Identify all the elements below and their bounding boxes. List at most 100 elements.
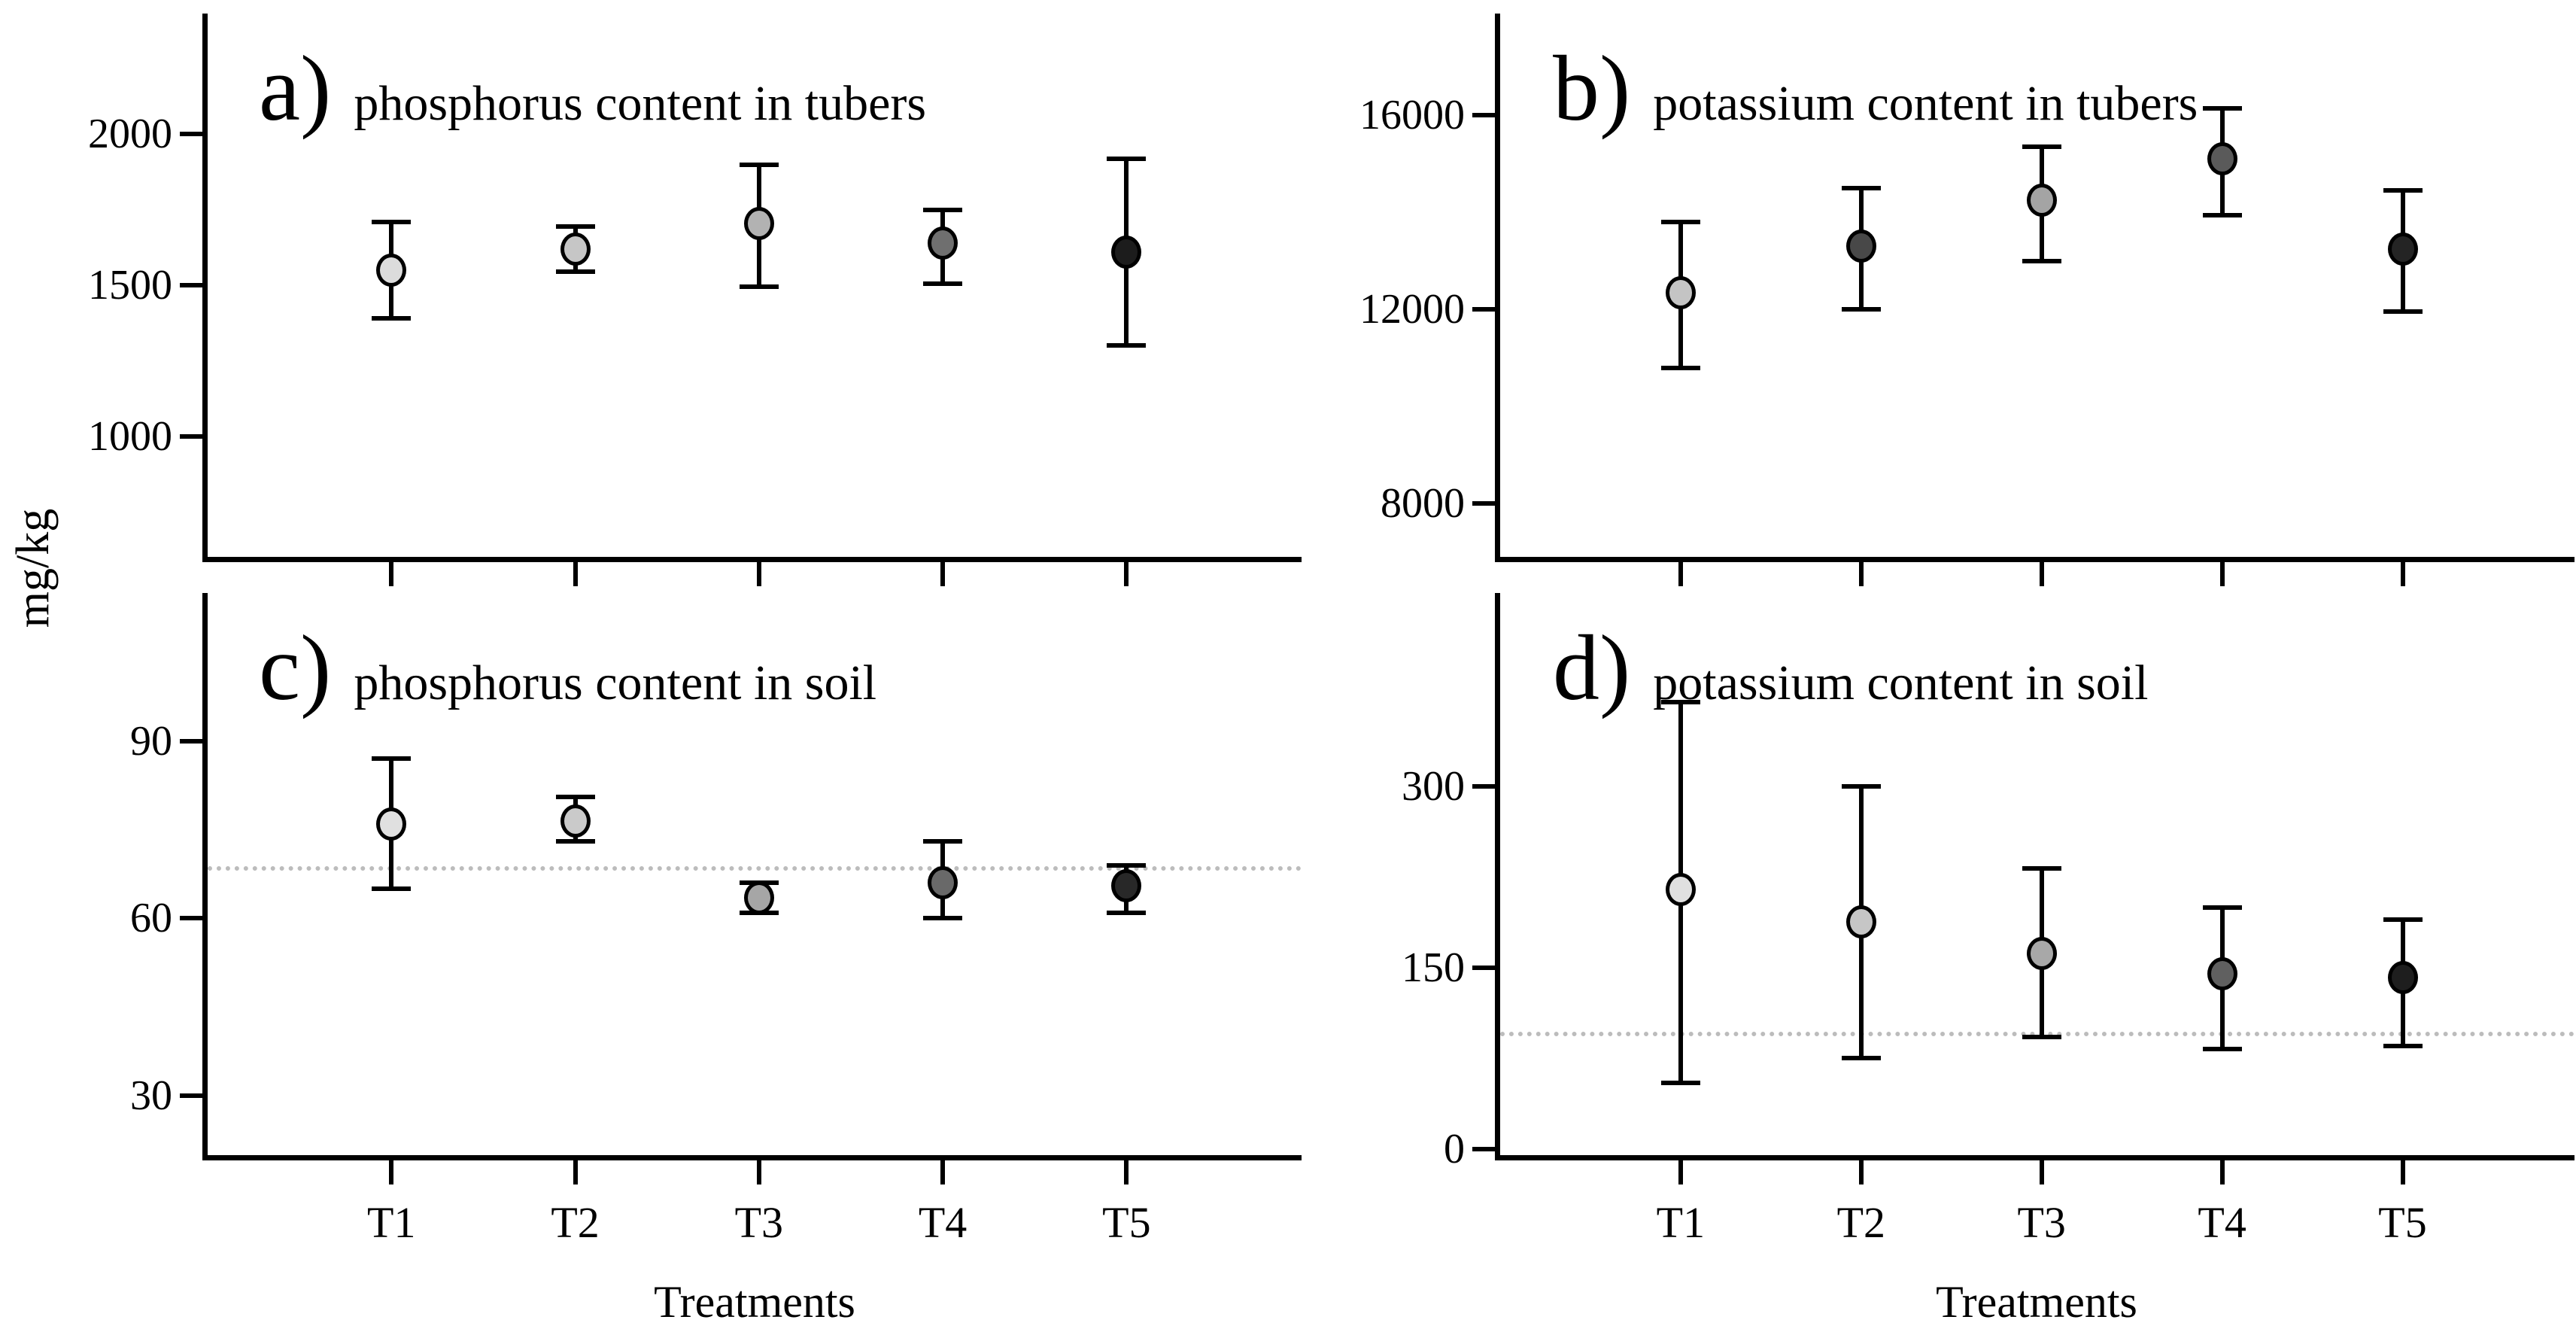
x-axis-label-left: Treatments [491, 1279, 1018, 1324]
data-point-a-T1 [376, 253, 407, 287]
data-point-c-T5 [1111, 869, 1142, 903]
error-cap-bottom-d-T1 [1660, 1080, 1700, 1085]
data-point-b-T3 [2026, 184, 2057, 217]
panel-c-x-tick [756, 1160, 761, 1184]
panel-a-y-tick [180, 433, 202, 439]
data-point-a-T4 [928, 226, 958, 260]
panel-c-x-tick [573, 1160, 578, 1184]
panel-c-y-tick-label: 90 [130, 717, 172, 765]
error-cap-bottom-d-T5 [2383, 1044, 2423, 1049]
data-point-c-T1 [376, 807, 407, 841]
error-cap-bottom-c-T5 [1107, 910, 1147, 915]
panel-b-x-tick [2219, 562, 2225, 586]
category-label-T1: T1 [1656, 1198, 1706, 1247]
panel-d-x-tick [2400, 1160, 2405, 1184]
panel-c-y-tick-label: 30 [130, 1072, 172, 1120]
panel-a-x-tick [756, 562, 761, 586]
panel-b-x-tick [2400, 562, 2405, 586]
panel-c-reference-line [208, 865, 1302, 871]
error-cap-top-a-T3 [739, 162, 779, 167]
category-label-T4: T4 [2198, 1198, 2246, 1247]
panel-c-x-tick [940, 1160, 946, 1184]
panel-c-x-tick [1124, 1160, 1129, 1184]
category-label-T4: T4 [918, 1198, 968, 1247]
panel-d-y-tick-label: 150 [1402, 944, 1465, 991]
panel-a-x-tick [573, 562, 578, 586]
error-cap-bottom-a-T2 [555, 269, 595, 274]
panel-a-y-tick-label: 1000 [88, 412, 172, 460]
panel-c-plot-area: 30 60 90 [130, 593, 1302, 1184]
panel-d-title: d) potassium content in soil [1553, 622, 2148, 715]
data-point-d-T4 [2207, 957, 2237, 991]
panel-b-y-tick-label: 12000 [1359, 286, 1465, 333]
error-cap-bottom-b-T1 [1660, 365, 1700, 370]
panel-c-letter: c) [259, 616, 332, 719]
y-axis-label-text: mg/kg [8, 508, 59, 628]
error-cap-top-c-T1 [372, 756, 412, 762]
error-cap-top-d-T5 [2383, 917, 2423, 922]
data-point-a-T2 [560, 232, 591, 266]
panel-b-letter: b) [1553, 37, 1631, 140]
panel-c-x-tick [389, 1160, 394, 1184]
error-cap-top-d-T3 [2022, 866, 2061, 871]
panel-b-y-tick-label: 16000 [1359, 92, 1465, 139]
panel-d-x-tick [1678, 1160, 1683, 1184]
panel-b-y-tick-label: 8000 [1381, 480, 1465, 528]
error-cap-bottom-c-T4 [923, 916, 963, 921]
category-label-T2: T2 [1836, 1198, 1886, 1247]
panel-a-subtitle: phosphorus content in tubers [354, 76, 927, 131]
category-label-T3: T3 [734, 1198, 784, 1247]
panel-d-subtitle: potassium content in soil [1653, 655, 2149, 710]
error-cap-top-a-T2 [555, 224, 595, 229]
panel-b-y-tick [1472, 307, 1495, 312]
panel-c-y-tick [180, 738, 202, 744]
panel-d-x-tick [2219, 1160, 2225, 1184]
panel-a-x-tick [1124, 562, 1129, 586]
data-point-c-T3 [743, 880, 774, 914]
panel-d-y-tick [1472, 1146, 1495, 1151]
panel-b-y-axis [1495, 14, 1500, 562]
error-cap-top-d-T2 [1841, 784, 1881, 789]
category-label-T2: T2 [551, 1198, 600, 1247]
error-cap-top-b-T2 [1841, 186, 1881, 191]
data-point-c-T4 [928, 866, 958, 900]
panel-d-y-tick-label: 0 [1444, 1125, 1465, 1172]
error-cap-top-a-T1 [372, 219, 412, 224]
data-point-a-T3 [743, 206, 774, 240]
error-cap-bottom-a-T3 [739, 284, 779, 289]
error-cap-bottom-c-T2 [555, 839, 595, 844]
panel-a-y-tick [180, 283, 202, 287]
panel-b-y-tick [1472, 501, 1495, 506]
panel-b-subtitle: potassium content in tubers [1653, 76, 2198, 131]
panel-d-x-axis [1495, 1155, 2574, 1160]
error-cap-top-c-T5 [1107, 862, 1147, 868]
panel-a-letter: a) [259, 37, 332, 140]
data-point-b-T4 [2207, 142, 2237, 176]
panel-b-title: b) potassium content in tubers [1553, 42, 2198, 135]
x-axis-label-left-text: Treatments [654, 1277, 855, 1327]
data-point-d-T3 [2026, 936, 2057, 970]
error-cap-bottom-b-T5 [2383, 309, 2423, 315]
panel-b-x-tick [2039, 562, 2044, 586]
x-axis-label-right-text: Treatments [1936, 1277, 2137, 1327]
panel-a-y-tick-label: 1500 [88, 262, 172, 309]
panel-d-letter: d) [1553, 616, 1631, 719]
error-cap-top-b-T5 [2383, 188, 2423, 193]
x-axis-label-right: Treatments [1773, 1279, 2300, 1324]
panel-b-x-tick [1678, 562, 1683, 586]
panel-b-x-axis [1495, 557, 2574, 562]
panel-c-y-axis [202, 593, 208, 1160]
error-cap-bottom-a-T4 [923, 281, 963, 286]
panel-a-x-axis [202, 557, 1302, 562]
error-cap-top-a-T4 [923, 207, 963, 212]
category-label-T5: T5 [2378, 1198, 2427, 1247]
error-cap-top-a-T5 [1107, 156, 1147, 161]
data-point-d-T1 [1665, 872, 1696, 906]
data-point-b-T2 [1845, 230, 1876, 263]
panel-a-y-tick-label: 2000 [88, 111, 172, 158]
panel-d-reference-line [1500, 1032, 2574, 1037]
error-cap-bottom-b-T2 [1841, 307, 1881, 312]
data-point-d-T2 [1845, 905, 1876, 938]
panel-a-title: a) phosphorus content in tubers [259, 42, 926, 135]
